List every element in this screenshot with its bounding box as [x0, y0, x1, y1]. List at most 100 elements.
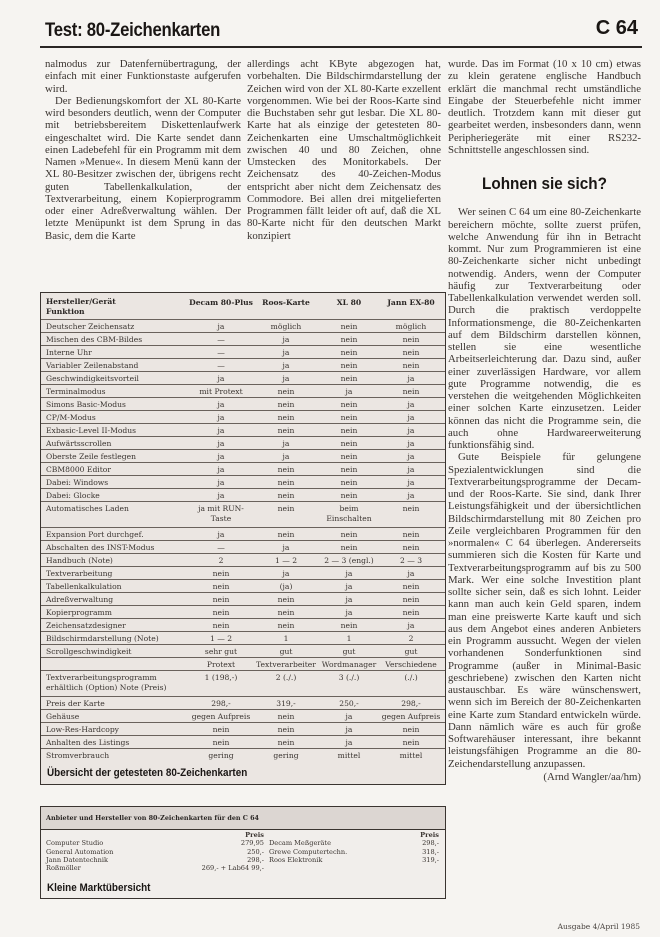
table-cell: ja [345, 738, 353, 747]
table-cell: nein [212, 569, 230, 578]
issue-label: Ausgabe 4/April 1985 [557, 922, 640, 931]
vendor-name: Roßmöller [46, 864, 81, 873]
table-cell: ja [217, 439, 225, 448]
table-cell: nein [340, 426, 358, 435]
row-label: Gehäuse [46, 712, 80, 721]
column-header: XL 80 [336, 298, 362, 307]
table-cell: nein [340, 322, 358, 331]
table-cell: ja [217, 374, 225, 383]
table-cell: mittel [337, 751, 361, 760]
table-cell: ja [217, 413, 225, 422]
table-cell: ja [407, 465, 415, 474]
table-cell: gegen Aufpreis [381, 712, 441, 721]
table-cell: nein [277, 465, 295, 474]
table-cell: Textverarbeiter [256, 660, 316, 669]
author-signature: (Arnd Wangler/aa/hm) [543, 770, 641, 783]
table-cell: nein [277, 426, 295, 435]
table-cell: gering [273, 751, 299, 760]
table-row: Scrollgeschwindigkeit sehr gut gut gut gut [41, 644, 445, 658]
vendor-price: 279,95 [240, 839, 264, 848]
vendor-name: Jann Datentechnik [46, 855, 109, 864]
row-label: Tabellenkalkulation [46, 582, 122, 591]
page-title: Test: 80-Zeichenkarten [45, 20, 221, 41]
table-cell: ja [282, 348, 290, 357]
vendor-price: 298,- [422, 839, 439, 848]
table-cell: ja [407, 491, 415, 500]
vendor-entry: Computer Studio 279,95 [46, 839, 264, 847]
table-row: Simons Basic-Modus ja nein nein ja [41, 397, 445, 411]
table-row: Handbuch (Note) 2 1 — 2 2 — 3 (engl.) 2 — 3 [41, 553, 445, 567]
table-cell: 298,- [211, 699, 231, 708]
table-cell: nein [340, 335, 358, 344]
table-row: Expansion Port durchgef. ja nein nein nein [41, 527, 445, 541]
table-cell: nein [340, 348, 358, 357]
table-cell: ja [282, 569, 290, 578]
table-cell: 1 — 2 [209, 634, 233, 643]
table-cell: möglich [395, 322, 427, 331]
row-label: CP/M-Modus [46, 413, 96, 422]
row-label: Automatisches Laden [46, 504, 129, 513]
vendor-price: 318,- [422, 847, 439, 856]
table-cell: ja [407, 413, 415, 422]
row-label: Variabler Zeilenabstand [46, 361, 139, 370]
table-cell: mittel [399, 751, 423, 760]
price-header: Preis [420, 831, 439, 839]
paragraph: nalmodus zur Datenfernübertragung, der e… [45, 58, 241, 95]
row-label: Aufwärtsscrollen [46, 439, 112, 448]
paragraph: allerdings acht KByte abgezogen hat, vor… [247, 58, 441, 242]
row-label: Preis der Karte [46, 699, 105, 708]
table-cell: ja [217, 491, 225, 500]
table-row: Aufwärtsscrollen ja ja nein ja [41, 436, 445, 450]
table-row: Anhalten des Listings nein nein ja nein [41, 735, 445, 749]
table-cell: nein [402, 387, 420, 396]
row-label: Textverarbeitung [46, 569, 113, 578]
table-cell: gut [404, 647, 418, 656]
table-cell: nein [212, 582, 230, 591]
comparison-table: Hersteller/Gerät Funktion Decam 80-Plus R… [40, 292, 446, 785]
section-heading: Lohnen sie sich? [482, 174, 607, 193]
row-label: Geschwindigkeitsvorteil [46, 374, 139, 383]
row-label: Scrollgeschwindigkeit [46, 647, 132, 656]
table-cell: nein [277, 595, 295, 604]
vendor-entry: Roos Elektronik 319,- [269, 856, 439, 864]
table-cell: nein [277, 478, 295, 487]
table-row: CBM8000 Editor ja nein nein ja [41, 462, 445, 476]
table-cell: 2 — 3 (engl.) [324, 556, 374, 565]
table-cell: ja [282, 452, 290, 461]
vendor-price: 269,- + Lab64 99,- [201, 864, 264, 873]
table-row: Dabei: Windows ja nein nein ja [41, 475, 445, 489]
paragraph: Der Bedienungskomfort der XL 80-Karte wi… [45, 94, 241, 242]
table-header: Hersteller/Gerät Funktion Decam 80-Plus R… [41, 293, 445, 319]
vendor-price: 319,- [422, 855, 439, 864]
vendor-entry: Grewe Computertechn. 318,- [269, 848, 439, 856]
table-cell: ja [407, 621, 415, 630]
vendor-price: 298,- [247, 855, 264, 864]
table-cell: ja [407, 426, 415, 435]
table-cell: (ja) [279, 582, 293, 591]
row-label: Stromverbrauch [46, 751, 110, 760]
table-cell: nein [402, 335, 420, 344]
row-label: Abschalten des INST-Modus [46, 543, 155, 552]
table-cell: nein [340, 452, 358, 461]
row-label: Textverarbeitungsprogramm erhältlich (Op… [46, 673, 167, 692]
row-label: Handbuch (Note) [46, 556, 113, 565]
table-cell: ja [217, 478, 225, 487]
table-cell: nein [340, 465, 358, 474]
table-row: Geschwindigkeitsvorteil ja ja nein ja [41, 371, 445, 385]
table-row: Automatisches Laden ja mit RUN-Taste nein b… [41, 501, 445, 528]
table-cell: 319,- [276, 699, 296, 708]
market-overview-box: Anbieter und Hersteller von 80-Zeichenka… [40, 806, 446, 899]
table-cell: Verschiedene [385, 660, 437, 669]
table-cell: Protext [206, 660, 236, 669]
section-label: C 64 [595, 17, 638, 39]
row-label: Expansion Port durchgef. [46, 530, 144, 539]
table-cell: ja [217, 530, 225, 539]
table-cell: nein [340, 621, 358, 630]
table-row: Deutscher Zeichensatz ja möglich nein möglic… [41, 319, 445, 333]
table-cell: 2 — 3 [399, 556, 423, 565]
row-label: Dabei: Glocke [46, 491, 100, 500]
table-row: Abschalten des INST-Modus — ja nein nein [41, 540, 445, 554]
table-cell: nein [402, 530, 420, 539]
table-cell: 1 (198,-) [204, 673, 238, 682]
vendor-entry: Roßmöller 269,- + Lab64 99,- [46, 864, 264, 872]
